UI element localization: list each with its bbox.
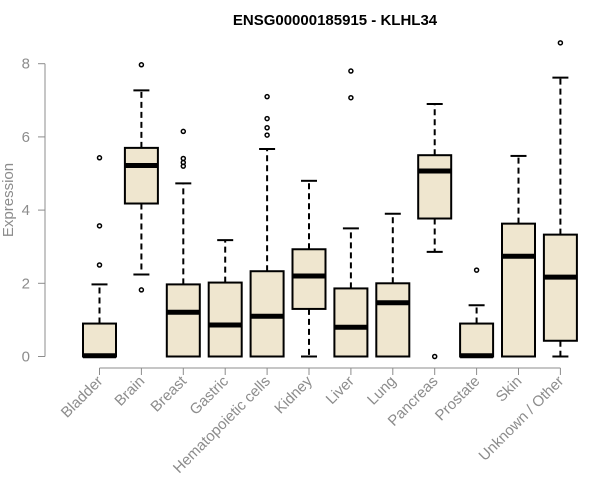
iqr-box: [375, 282, 411, 358]
iqr-box: [207, 281, 243, 358]
outlier-point: [264, 115, 270, 122]
x-tick-label: Skin: [493, 373, 526, 406]
outlier-point: [264, 125, 270, 131]
outlier-point: [264, 93, 270, 100]
y-tick-label: 2: [22, 275, 30, 292]
box-lung: [375, 212, 411, 358]
outlier-point: [431, 353, 438, 360]
box-hematopoietic-cells: [249, 93, 285, 358]
box-breast: [165, 128, 201, 358]
box-skin: [501, 154, 536, 358]
iqr-box: [165, 283, 201, 358]
iqr-box: [542, 233, 578, 342]
plot-area: [82, 40, 578, 360]
iqr-box: [459, 322, 495, 358]
outlier-point: [96, 262, 103, 268]
outlier-point: [180, 155, 187, 162]
x-tick-label: Liver: [323, 373, 358, 408]
iqr-box: [123, 146, 159, 205]
outlier-point: [557, 40, 564, 46]
outlier-point: [96, 223, 103, 229]
box-brain: [123, 62, 159, 293]
iqr-box: [333, 287, 369, 358]
x-tick-label: Bladder: [58, 373, 107, 422]
outlier-point: [96, 155, 103, 161]
box-liver: [333, 68, 369, 358]
y-tick-label: 8: [22, 56, 30, 73]
outlier-point: [473, 267, 480, 273]
x-tick-label: Kidney: [271, 372, 316, 417]
y-tick-label: 4: [22, 202, 30, 219]
outlier-point: [138, 287, 145, 293]
box-prostate: [459, 267, 495, 359]
chart-title: ENSG00000185915 - KLHL34: [233, 12, 438, 29]
y-axis-label: Expression: [0, 163, 17, 237]
x-tick-label: Brain: [111, 373, 148, 410]
outlier-point: [348, 68, 354, 74]
box-pancreas: [417, 102, 453, 360]
y-axis: 0 2 4 6 8: [22, 56, 46, 366]
outlier-point: [138, 62, 145, 68]
box-kidney: [291, 179, 327, 358]
iqr-box: [501, 222, 536, 358]
iqr-box: [82, 322, 117, 358]
x-tick-label: Lung: [364, 373, 400, 409]
y-tick-label: 0: [22, 349, 30, 366]
outlier-point: [180, 128, 187, 135]
x-tick-label: Breast: [147, 372, 190, 415]
box-bladder: [82, 155, 117, 359]
box-gastric: [207, 239, 243, 358]
iqr-box: [417, 154, 453, 220]
iqr-box: [291, 248, 327, 310]
box-unknown-other: [542, 40, 578, 358]
outlier-point: [264, 132, 270, 138]
outlier-point: [348, 94, 354, 101]
x-tick-label: Prostate: [432, 373, 484, 425]
y-tick-label: 6: [22, 129, 30, 146]
